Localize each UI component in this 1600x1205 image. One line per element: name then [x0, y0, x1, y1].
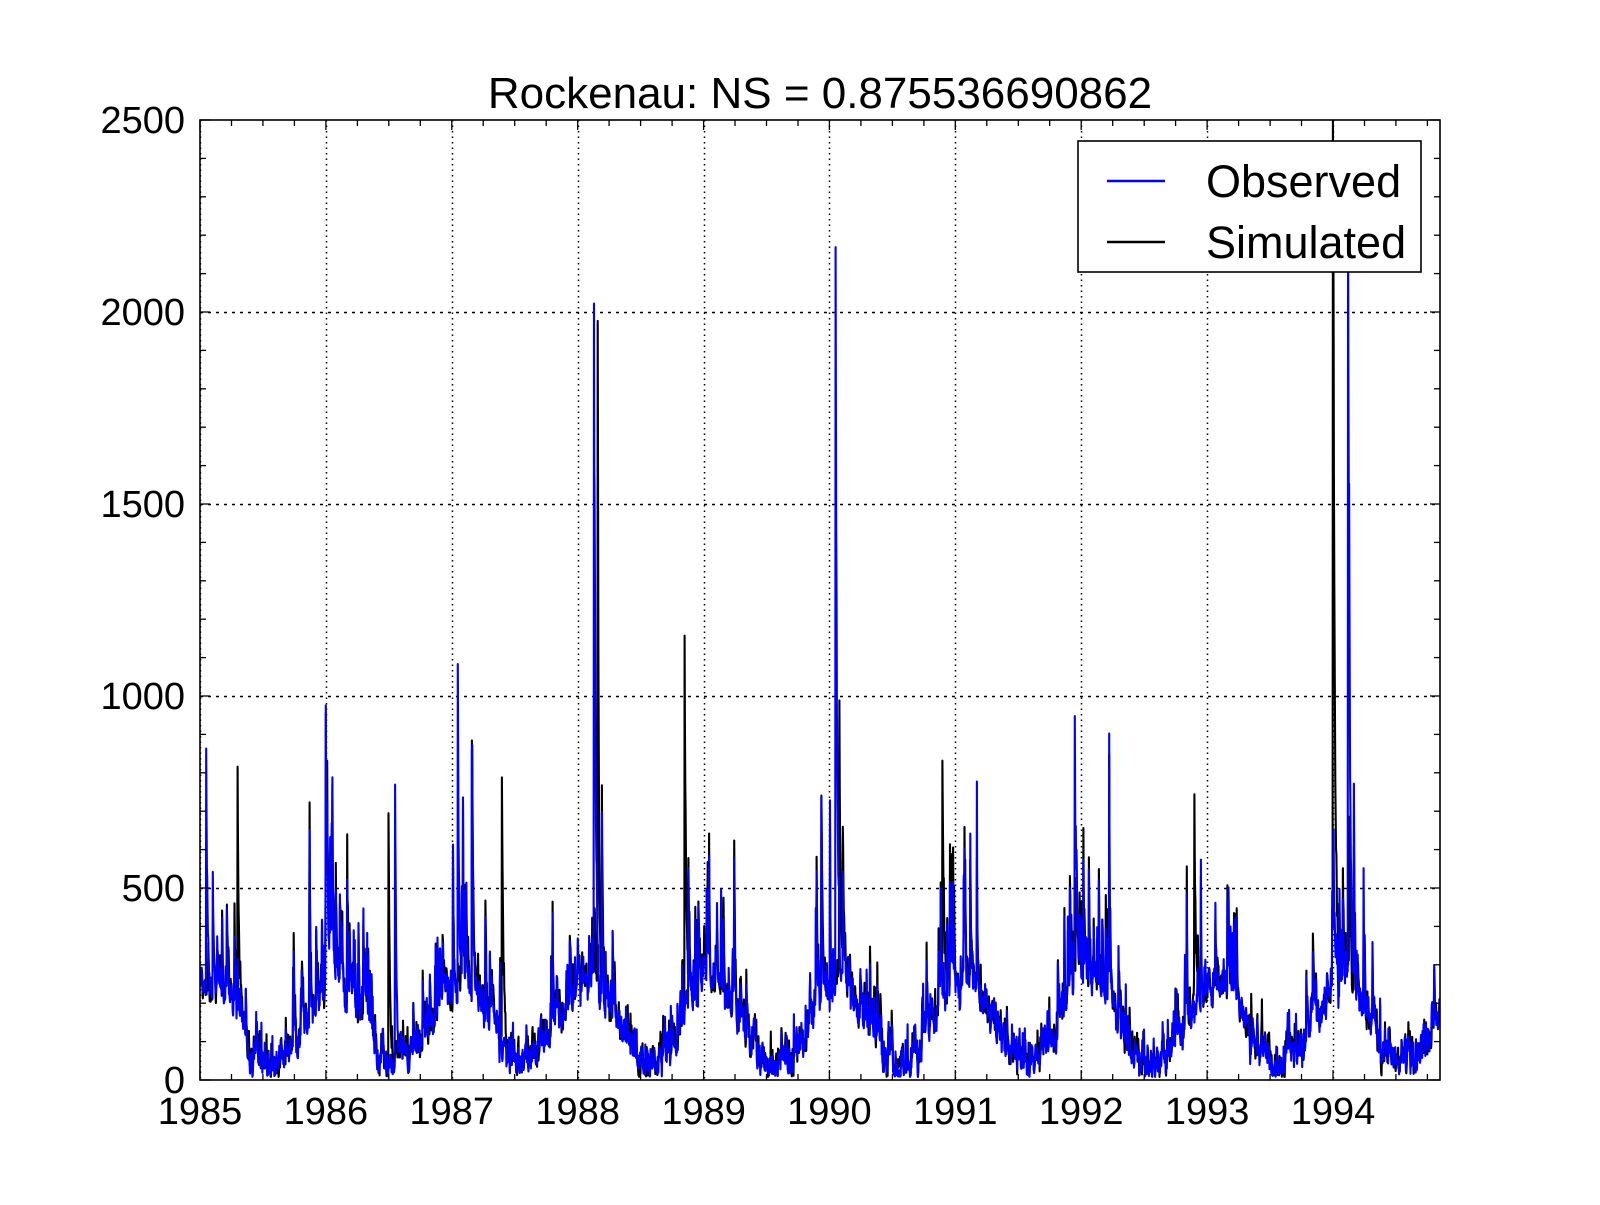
svg-text:1985: 1985 — [158, 1091, 243, 1133]
svg-text:2000: 2000 — [100, 292, 185, 334]
svg-text:1000: 1000 — [100, 676, 185, 718]
svg-text:2500: 2500 — [100, 100, 185, 142]
svg-text:1991: 1991 — [913, 1091, 998, 1133]
svg-text:1500: 1500 — [100, 484, 185, 526]
svg-text:1990: 1990 — [787, 1091, 872, 1133]
svg-text:1987: 1987 — [410, 1091, 495, 1133]
svg-text:500: 500 — [122, 868, 185, 910]
svg-text:1994: 1994 — [1291, 1091, 1376, 1133]
svg-text:1986: 1986 — [284, 1091, 369, 1133]
svg-text:1993: 1993 — [1165, 1091, 1250, 1133]
svg-text:Observed: Observed — [1206, 156, 1401, 207]
svg-text:1989: 1989 — [661, 1091, 746, 1133]
svg-text:Rockenau: NS = 0.875536690862: Rockenau: NS = 0.875536690862 — [488, 69, 1152, 118]
svg-text:1988: 1988 — [535, 1091, 620, 1133]
svg-text:1992: 1992 — [1039, 1091, 1124, 1133]
svg-text:Simulated: Simulated — [1206, 217, 1406, 268]
